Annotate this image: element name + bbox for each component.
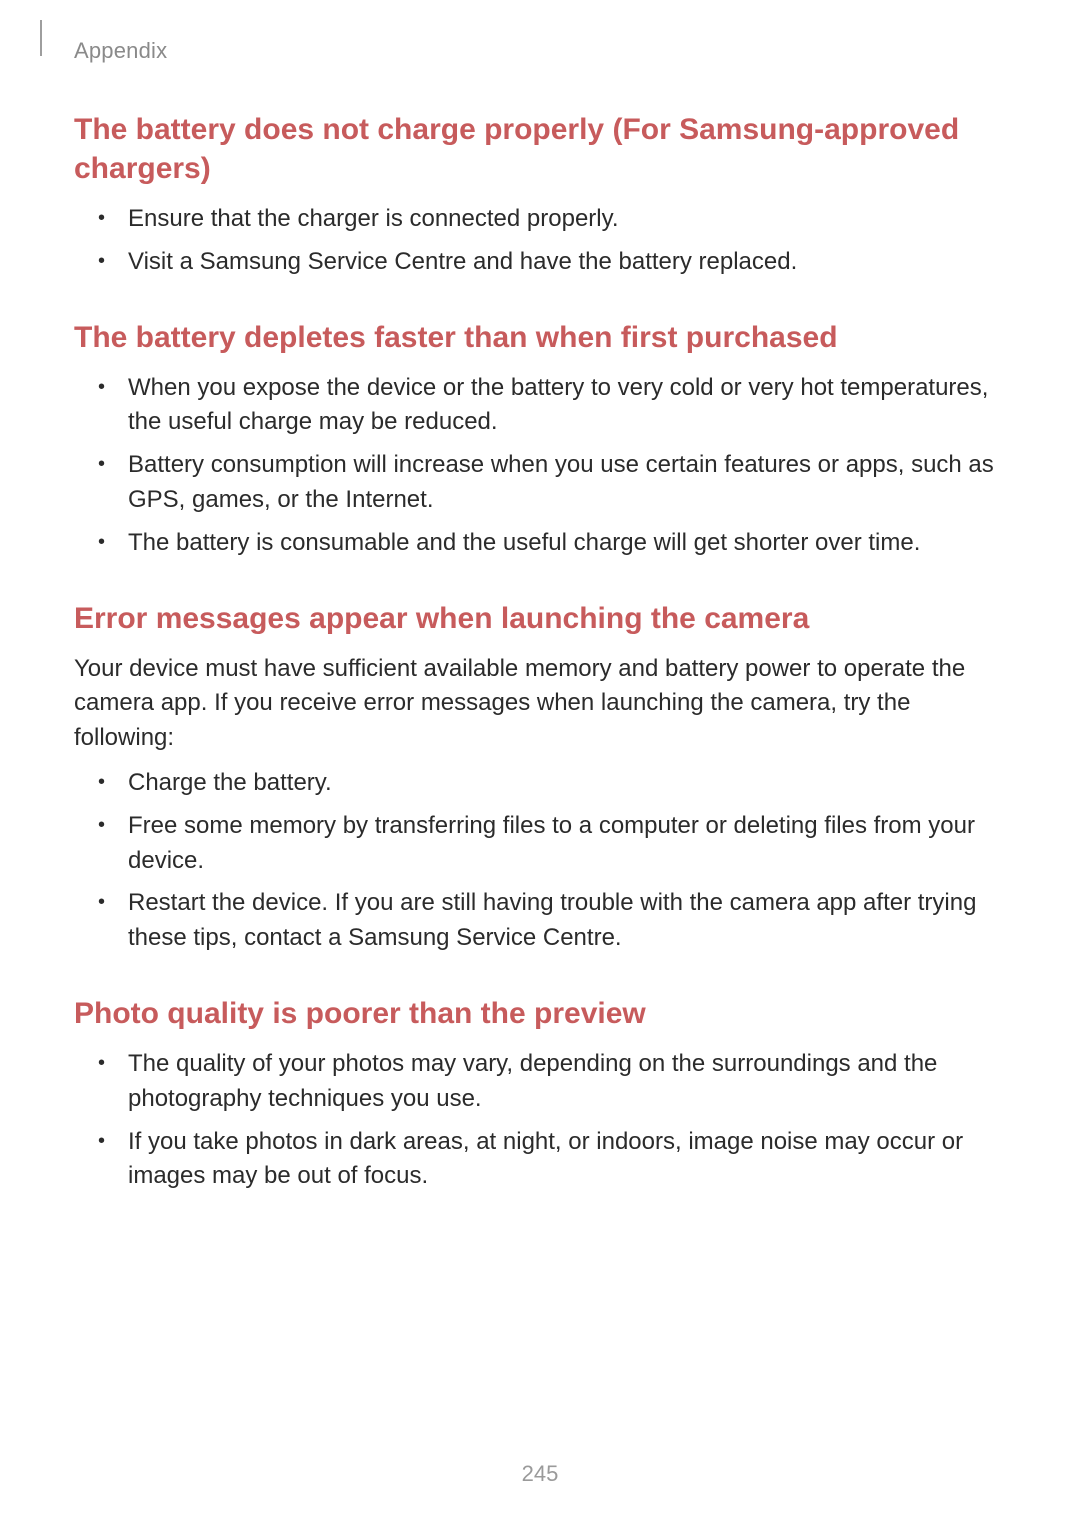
page-edge-mark [40, 20, 42, 56]
page-content: The battery does not charge properly (Fo… [74, 100, 1006, 1202]
list-item: Free some memory by transferring files t… [98, 809, 1006, 879]
list-item: If you take photos in dark areas, at nig… [98, 1125, 1006, 1195]
document-page: Appendix The battery does not charge pro… [0, 0, 1080, 1527]
list-item: Restart the device. If you are still hav… [98, 886, 1006, 956]
section-heading: The battery depletes faster than when fi… [74, 318, 1006, 357]
bullet-list: Charge the battery. Free some memory by … [98, 766, 1006, 956]
list-item: The battery is consumable and the useful… [98, 526, 1006, 561]
page-number: 245 [0, 1461, 1080, 1487]
bullet-list: When you expose the device or the batter… [98, 371, 1006, 561]
list-item: The quality of your photos may vary, dep… [98, 1047, 1006, 1117]
section-heading: Photo quality is poorer than the preview [74, 994, 1006, 1033]
breadcrumb: Appendix [74, 38, 167, 64]
section-paragraph: Your device must have sufficient availab… [74, 652, 1006, 756]
list-item: Battery consumption will increase when y… [98, 448, 1006, 518]
list-item: Visit a Samsung Service Centre and have … [98, 245, 1006, 280]
section-heading: Error messages appear when launching the… [74, 599, 1006, 638]
list-item: Ensure that the charger is connected pro… [98, 202, 1006, 237]
section-heading: The battery does not charge properly (Fo… [74, 110, 1006, 188]
list-item: Charge the battery. [98, 766, 1006, 801]
bullet-list: Ensure that the charger is connected pro… [98, 202, 1006, 280]
list-item: When you expose the device or the batter… [98, 371, 1006, 441]
bullet-list: The quality of your photos may vary, dep… [98, 1047, 1006, 1194]
